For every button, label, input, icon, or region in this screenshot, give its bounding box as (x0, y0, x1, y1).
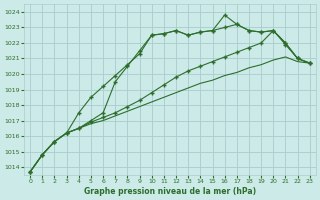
X-axis label: Graphe pression niveau de la mer (hPa): Graphe pression niveau de la mer (hPa) (84, 187, 256, 196)
